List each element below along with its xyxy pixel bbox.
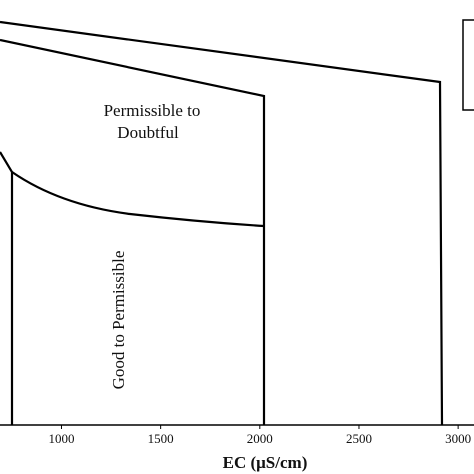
boundary [11,171,265,228]
annotation: Doubtful [117,123,179,142]
boundary [0,38,266,425]
x-tick-label: 2000 [247,431,273,446]
x-tick-label: 2500 [346,431,372,446]
annotation: Permissible to [104,101,201,120]
annotation: Good to Permissible [109,251,128,390]
boundary [0,20,444,426]
x-axis-label: EC (μS/cm) [223,453,308,472]
legend-box [462,19,474,111]
x-tick-label: 1000 [48,431,74,446]
boundary [0,151,14,425]
x-tick-label: 1500 [148,431,174,446]
x-tick-label: 3000 [445,431,471,446]
